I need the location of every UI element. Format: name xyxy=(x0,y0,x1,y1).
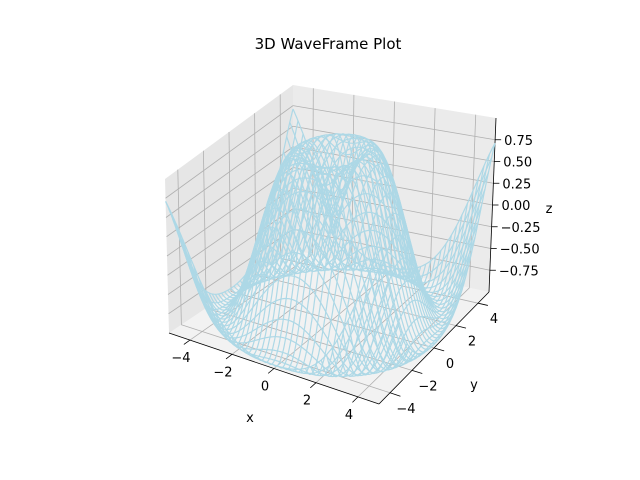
z-tick-label: −0.75 xyxy=(499,264,539,279)
y-tick-label: 4 xyxy=(490,312,498,327)
chart-title: 3D WaveFrame Plot xyxy=(255,35,402,53)
wire-line-const-y xyxy=(195,229,406,373)
y-tick-mark xyxy=(455,325,467,329)
z-axis-label: z xyxy=(546,202,553,217)
y-axis-label: y xyxy=(470,378,478,393)
grid-line-z-side xyxy=(166,146,294,238)
x-tick-mark xyxy=(225,353,233,360)
x-tick-mark xyxy=(183,339,191,345)
side-wall-pane xyxy=(165,85,293,333)
y-tick-mark xyxy=(477,302,488,306)
wire-line-const-y xyxy=(292,108,496,270)
tick-marks xyxy=(183,139,502,403)
wire-line-const-y xyxy=(270,208,473,305)
x-tick-label: 0 xyxy=(261,380,269,395)
wire-line-const-y xyxy=(227,146,432,350)
y-tick-mark xyxy=(389,392,401,397)
x-axis-label: x xyxy=(246,411,254,426)
wire-line-const-y xyxy=(276,181,479,298)
x-tick-mark xyxy=(352,396,359,403)
y-tick-mark xyxy=(433,347,445,352)
x-tick-label: −4 xyxy=(171,351,190,366)
grid-line-z-side xyxy=(165,125,294,218)
grid-line-z-back xyxy=(292,125,495,162)
wire-line-const-y xyxy=(202,191,411,369)
grid-line-y-floor xyxy=(230,291,435,349)
wire-line-const-y xyxy=(279,166,483,293)
x-tick-mark xyxy=(267,368,275,374)
z-tick-label: 0.50 xyxy=(503,156,532,171)
wire-line-const-y xyxy=(217,155,424,358)
y-tick-label: 2 xyxy=(468,335,476,350)
grid-line-z-side xyxy=(167,208,294,295)
x-tick-label: −2 xyxy=(213,365,232,380)
wire-line-const-y xyxy=(221,152,427,356)
x-tick-label: 4 xyxy=(345,408,353,423)
y-tick-label: −2 xyxy=(418,379,437,394)
wire-line-const-y xyxy=(189,264,400,375)
z-tick-label: 0.75 xyxy=(504,134,533,149)
wire-line-const-y xyxy=(289,122,493,278)
wire-line-const-y xyxy=(286,136,489,284)
wire-line-const-y xyxy=(198,208,408,371)
grid-line-z-back xyxy=(292,105,496,141)
x-tick-mark xyxy=(310,382,317,389)
wire-line-const-y xyxy=(233,142,438,345)
y-tick-mark xyxy=(411,370,423,374)
z-tick-label: 0.25 xyxy=(502,177,531,192)
z-tick-label: −0.25 xyxy=(501,221,541,236)
wire-line-const-y xyxy=(273,195,476,302)
z-tick-label: −0.50 xyxy=(500,243,540,258)
wire-line-const-y xyxy=(192,251,403,374)
grid-line-y-floor xyxy=(181,324,391,394)
wire-line-const-y xyxy=(185,256,398,377)
wireframe-surface xyxy=(165,108,496,378)
y-tick-label: 0 xyxy=(446,357,454,372)
grid-line-z-side xyxy=(166,167,294,257)
y-tick-label: −4 xyxy=(396,402,415,417)
grid-line-z-side xyxy=(168,229,294,315)
wire-line-const-y xyxy=(267,193,470,309)
wire-line-const-y xyxy=(282,151,486,289)
grid-line-z-side xyxy=(165,105,294,199)
z-tick-label: 0.00 xyxy=(502,199,531,214)
x-tick-label: 2 xyxy=(303,394,311,409)
